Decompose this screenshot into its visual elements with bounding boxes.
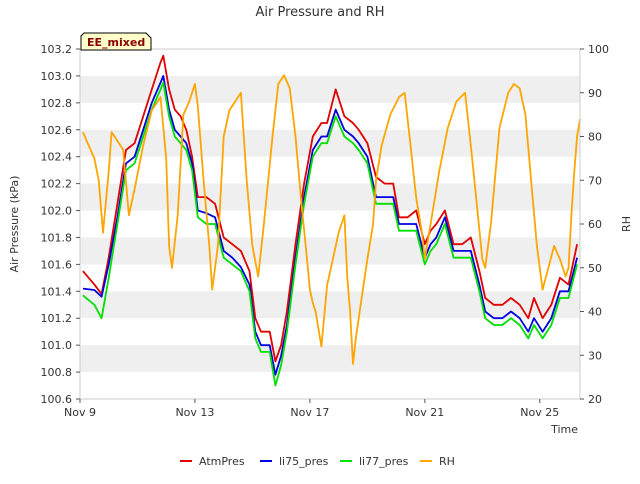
- chart-title: Air Pressure and RH: [255, 5, 384, 20]
- y-tick-label: 102.4: [41, 151, 73, 164]
- x-tick-label: Nov 13: [175, 406, 214, 419]
- y-tick-label: 103.0: [41, 70, 73, 83]
- grid-band: [80, 345, 580, 373]
- grid-band: [80, 291, 580, 319]
- y-tick-label: 101.6: [41, 258, 73, 271]
- series-line-li75-pres: [82, 75, 578, 376]
- grid-band: [80, 183, 580, 211]
- y-axis-right-label: RH: [620, 216, 633, 232]
- badge: EE_mixed: [80, 32, 152, 51]
- series-layer: [82, 54, 581, 387]
- x-tick-label: Nov 21: [405, 406, 444, 419]
- left-axis: 100.6 100.8 101.0 101.2 101.4 101.6 101.8 102.0…: [41, 43, 80, 406]
- x-tick-label: Nov 9: [64, 406, 96, 419]
- y2-tick-label: 80: [588, 131, 602, 144]
- y2-tick-label: 60: [588, 218, 602, 231]
- legend-label: li77_pres: [359, 455, 409, 468]
- y-tick-label: 101.0: [41, 339, 73, 352]
- y2-tick-label: 30: [588, 349, 602, 362]
- badge-label: EE_mixed: [87, 36, 145, 49]
- y-axis-label: Air Pressure (kPa): [8, 176, 21, 273]
- y-tick-label: 102.6: [41, 124, 73, 137]
- y-tick-label: 100.6: [41, 393, 73, 406]
- x-tick-label: Nov 17: [290, 406, 329, 419]
- right-axis: 20 30 40 50 60 70 80 90 100: [580, 43, 609, 406]
- y2-tick-label: 90: [588, 87, 602, 100]
- legend-label: AtmPres: [199, 455, 245, 468]
- legend: AtmPres li75_pres li77_pres RH: [180, 455, 455, 468]
- y2-tick-label: 20: [588, 393, 602, 406]
- y-tick-label: 102.0: [41, 205, 73, 218]
- y2-tick-label: 100: [588, 43, 609, 56]
- legend-label: RH: [439, 455, 455, 468]
- y-tick-label: 101.4: [41, 285, 73, 298]
- y2-tick-label: 40: [588, 306, 602, 319]
- y2-tick-label: 70: [588, 174, 602, 187]
- x-axis: Nov 9 Nov 13 Nov 17 Nov 21 Nov 25: [64, 399, 559, 419]
- y-tick-label: 103.2: [41, 43, 73, 56]
- y2-tick-label: 50: [588, 262, 602, 275]
- y-tick-label: 100.8: [41, 366, 73, 379]
- y-tick-label: 101.2: [41, 312, 73, 325]
- background-bands: [80, 75, 580, 373]
- x-tick-label: Nov 25: [520, 406, 559, 419]
- series-line-rh: [82, 74, 581, 365]
- badge-box: [80, 32, 152, 51]
- y-tick-label: 102.8: [41, 97, 73, 110]
- y-tick-label: 101.8: [41, 231, 73, 244]
- grid-band: [80, 237, 580, 265]
- series-line-li77-pres: [82, 81, 578, 387]
- series-line-atmpres: [82, 54, 578, 363]
- y-tick-label: 102.2: [41, 178, 73, 191]
- legend-label: li75_pres: [279, 455, 329, 468]
- x-axis-label: Time: [550, 423, 578, 436]
